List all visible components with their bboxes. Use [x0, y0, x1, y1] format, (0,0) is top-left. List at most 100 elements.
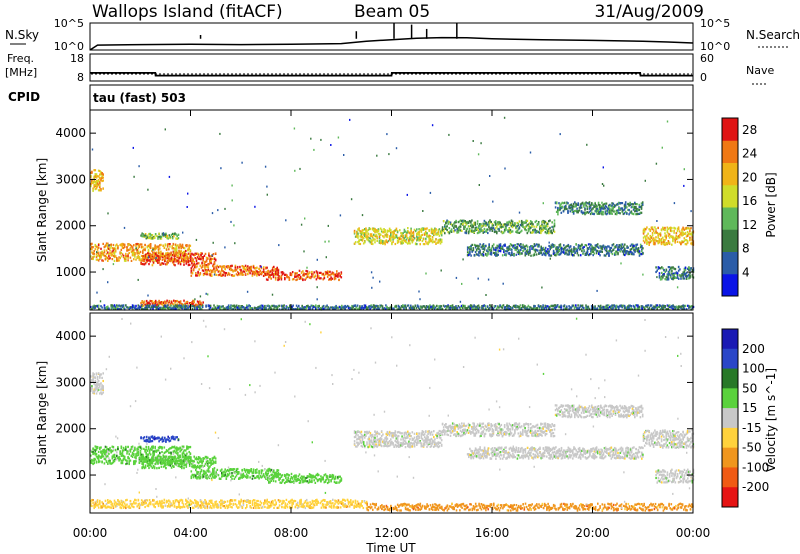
scatter-cell	[169, 243, 171, 246]
scatter-cell	[166, 304, 169, 307]
scatter-cell	[308, 307, 310, 310]
scatter-cell	[205, 260, 208, 263]
scatter-cell	[379, 306, 381, 309]
scatter-cell	[198, 306, 201, 309]
scatter-cell	[322, 278, 324, 281]
scatter-cell	[624, 247, 626, 250]
scatter-cell	[567, 202, 569, 205]
scatter-cell	[151, 234, 154, 237]
scatter-cell	[365, 306, 368, 309]
scatter-cell	[161, 301, 164, 304]
scatter-cell	[319, 271, 321, 274]
nsky-label: N.Sky	[5, 28, 39, 42]
scatter-cell	[155, 308, 158, 311]
scatter-cell	[164, 233, 166, 236]
scatter-cell	[168, 299, 171, 303]
scatter-cell	[101, 306, 103, 309]
scatter-cell	[497, 253, 499, 256]
scatter-cell	[232, 274, 234, 277]
scatter-cell	[163, 307, 166, 310]
scatter-cell	[116, 307, 118, 310]
scatter-cell	[275, 307, 277, 310]
scatter-cell	[376, 308, 378, 311]
scatter-cell	[178, 301, 181, 304]
scatter-cell	[479, 225, 481, 228]
scatter-cell	[454, 306, 456, 309]
scatter-cell	[148, 243, 151, 246]
scatter-cell	[328, 270, 330, 274]
scatter-cell	[635, 307, 637, 310]
scatter-cell	[343, 307, 345, 310]
scatter-cell	[171, 237, 174, 240]
scatter-cell	[668, 241, 671, 244]
scatter-cell	[143, 235, 146, 238]
scatter-cell	[102, 242, 104, 245]
scatter-cell	[262, 266, 265, 269]
scatter-cell	[202, 301, 204, 304]
scatter-cell	[213, 266, 215, 269]
scatter-cell	[267, 270, 269, 273]
scatter-cell	[208, 254, 210, 257]
scatter-cell	[164, 258, 166, 261]
scatter-cell	[326, 275, 329, 278]
scatter-cell	[96, 305, 99, 308]
scatter-cell	[130, 250, 133, 254]
scatter-cell	[187, 252, 190, 255]
scatter-cell	[360, 307, 362, 310]
scatter-cell	[244, 264, 247, 267]
scatter-cell	[147, 252, 149, 255]
scatter-cell	[92, 187, 94, 190]
scatter-cell	[329, 277, 331, 281]
scatter-cell	[250, 269, 252, 272]
scatter-cell	[202, 259, 204, 262]
scatter-cell	[633, 244, 635, 247]
scatter-cell	[334, 305, 336, 309]
scatter-cell	[689, 239, 691, 242]
scatter-cell	[137, 243, 140, 246]
scatter-cell	[149, 236, 151, 240]
scatter-cell	[294, 308, 297, 311]
scatter-cell	[113, 259, 116, 262]
scatter-cell	[119, 243, 121, 247]
scatter-cell	[154, 304, 156, 307]
scatter-cell	[602, 213, 604, 216]
scatter-cell	[103, 307, 106, 310]
scatter-cell	[116, 243, 118, 246]
scatter-cell	[400, 305, 403, 308]
scatter-cell	[358, 227, 360, 230]
scatter-cell	[95, 185, 98, 188]
scatter-cell	[385, 308, 387, 311]
scatter-cell	[97, 246, 100, 249]
scatter-cell	[450, 306, 453, 309]
scatter-cell	[469, 307, 472, 310]
scatter-cell	[102, 179, 104, 182]
scatter-cell	[333, 278, 336, 281]
scatter-cell	[226, 265, 229, 268]
scatter-cell	[680, 277, 682, 280]
scatter-cell	[254, 270, 257, 273]
scatter-cell	[173, 254, 175, 257]
scatter-cell	[148, 253, 150, 256]
scatter-cell	[581, 243, 583, 246]
scatter-cell	[100, 255, 102, 258]
scatter-cell	[612, 243, 615, 246]
scatter-cell	[91, 251, 93, 254]
scatter-cell	[159, 263, 162, 266]
scatter-cell	[194, 252, 197, 255]
scatter-cell	[313, 305, 316, 309]
scatter-cell	[248, 304, 250, 307]
scatter-cell	[93, 255, 95, 258]
scatter-cell	[482, 250, 485, 254]
nsky-panel-frame	[89, 22, 694, 51]
scatter-cell	[630, 210, 633, 213]
scatter-cell	[199, 255, 201, 259]
scatter-cell	[119, 257, 121, 260]
scatter-cell	[173, 252, 175, 255]
scatter-cell	[252, 270, 255, 273]
scatter-cell	[108, 254, 110, 258]
scatter-cell	[542, 246, 545, 249]
scatter-cell	[446, 228, 448, 232]
scatter-cell	[145, 235, 148, 238]
scatter-cell	[94, 169, 97, 172]
scatter-cell	[93, 185, 95, 188]
